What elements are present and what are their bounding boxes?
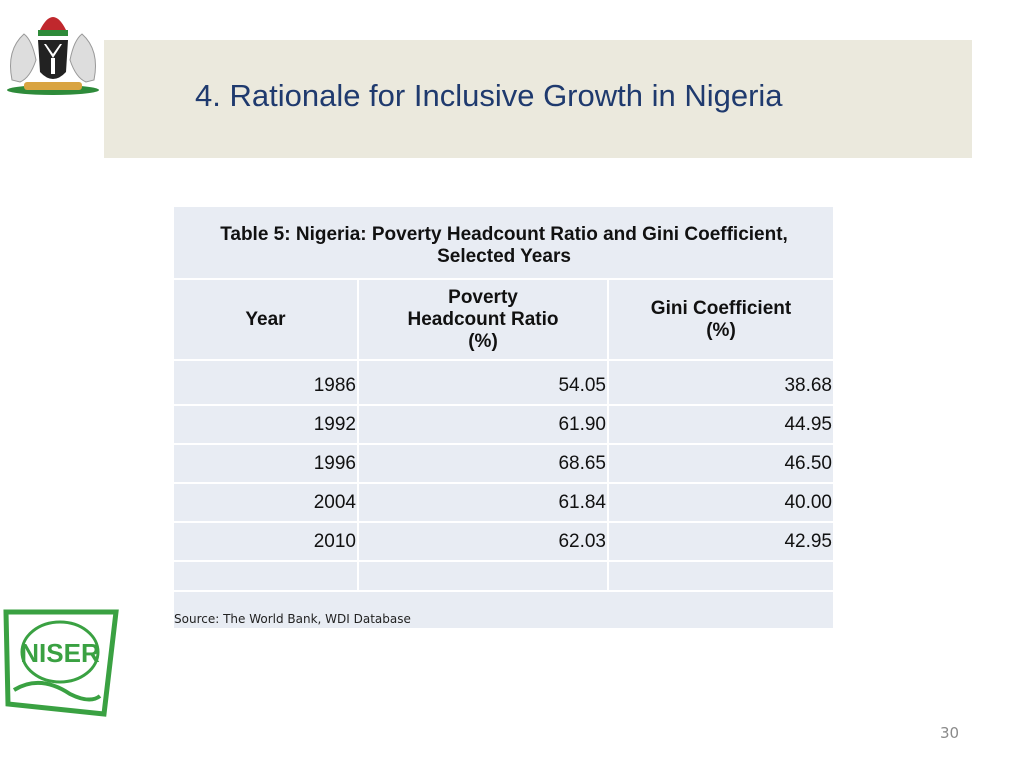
table-cell: 42.95 (784, 530, 832, 552)
table-cell: 1992 (313, 413, 356, 435)
table-cell: 1996 (313, 452, 356, 474)
row-divider (174, 560, 833, 562)
niser-logo: NISER (3, 609, 119, 717)
row-divider (174, 278, 833, 280)
column-divider (607, 280, 609, 590)
title-bar (104, 40, 972, 158)
row-divider (174, 404, 833, 406)
niser-logo-text: NISER (20, 638, 100, 668)
table-cell: 2010 (313, 530, 356, 552)
table-cell: 68.65 (558, 452, 606, 474)
table-cell: 2004 (313, 491, 356, 513)
row-divider (174, 443, 833, 445)
slide-title: 4. Rationale for Inclusive Growth in Nig… (195, 78, 783, 113)
page-number: 30 (940, 724, 960, 742)
table-cell: 40.00 (784, 491, 832, 513)
table-cell: 61.90 (558, 413, 606, 435)
table-cell: 54.05 (558, 374, 606, 396)
coat-of-arms (7, 17, 99, 95)
row-divider (174, 521, 833, 523)
table-cell: 61.84 (558, 491, 606, 513)
column-header: Poverty Headcount Ratio (%) (407, 287, 559, 352)
table-cell: 38.68 (784, 374, 832, 396)
column-header: Gini Coefficient (%) (650, 298, 792, 341)
table-cell: 62.03 (558, 530, 606, 552)
row-divider (174, 590, 833, 592)
table-cell: 46.50 (784, 452, 832, 474)
table-caption: Table 5: Nigeria: Poverty Headcount Rati… (220, 224, 788, 267)
row-divider (174, 482, 833, 484)
row-divider (174, 359, 833, 361)
table-cell: 1986 (313, 374, 356, 396)
column-divider (357, 280, 359, 590)
data-table: Table 5: Nigeria: Poverty Headcount Rati… (174, 207, 833, 628)
column-header: Year (245, 309, 286, 330)
table-source: Source: The World Bank, WDI Database (174, 612, 411, 626)
table-cell: 44.95 (784, 413, 832, 435)
